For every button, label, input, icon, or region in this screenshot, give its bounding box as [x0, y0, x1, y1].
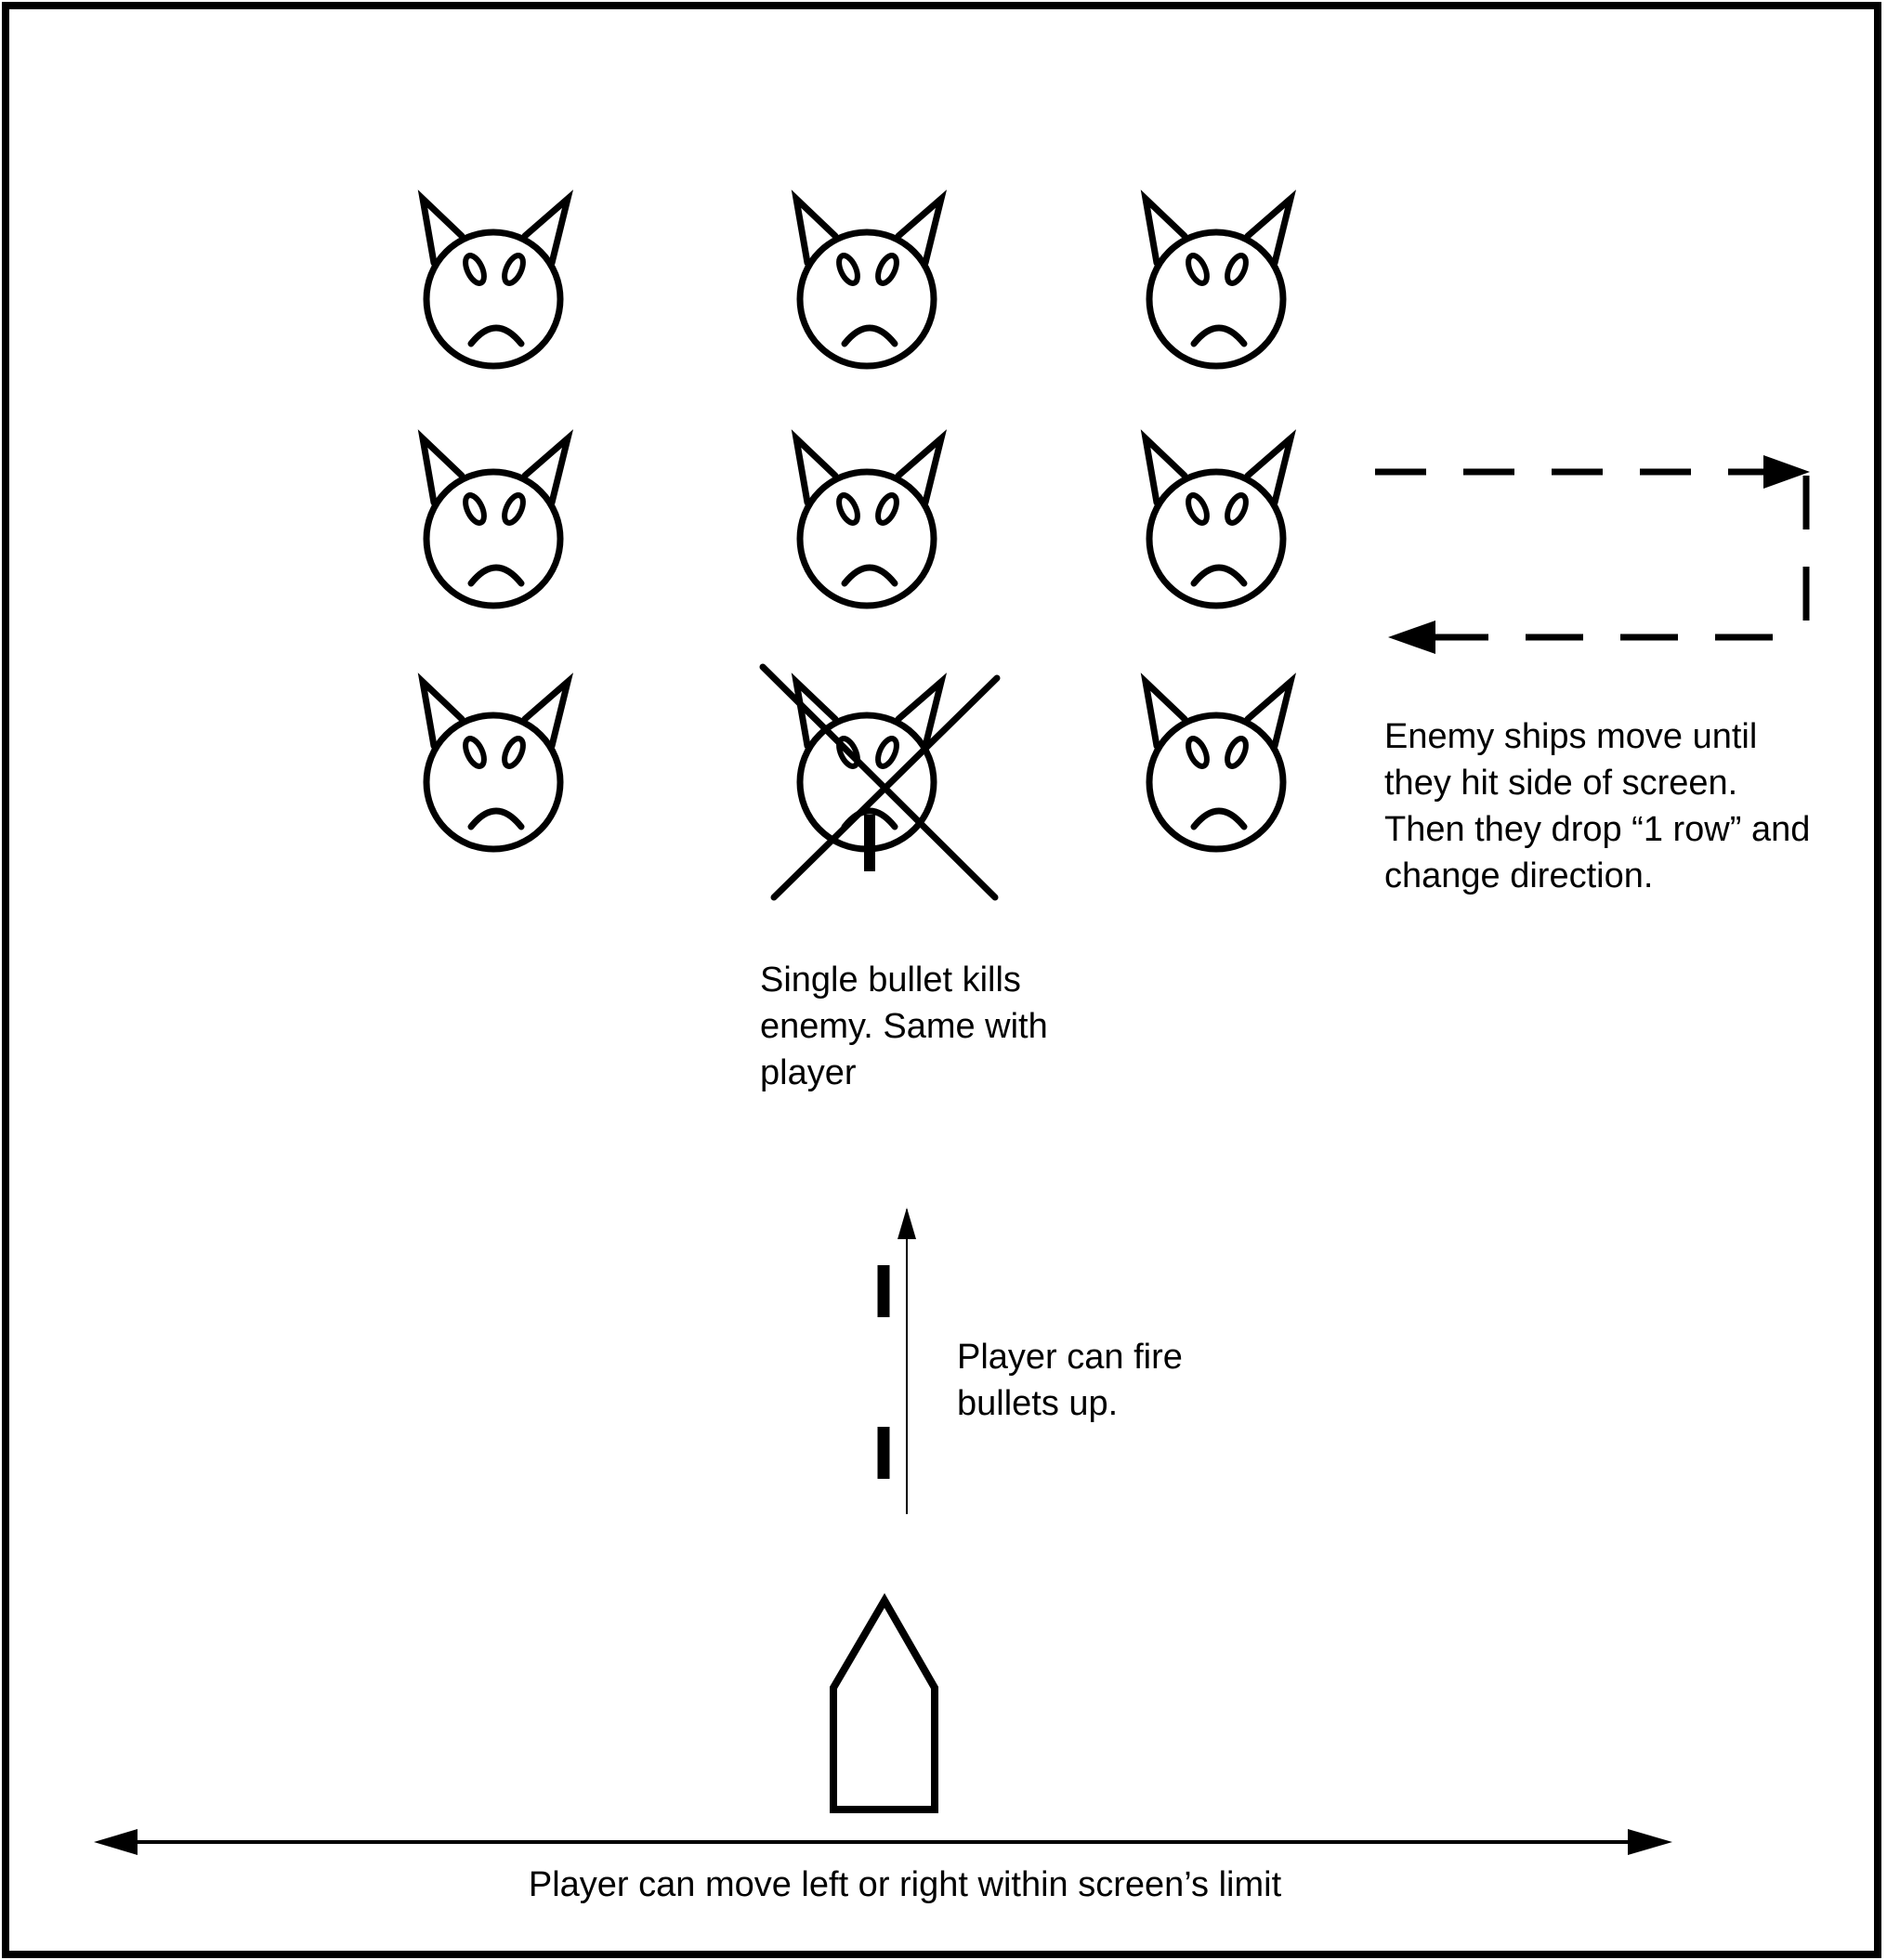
- enemy-head: [1146, 712, 1287, 853]
- enemy-left-eye: [1186, 492, 1210, 526]
- player-movement-right-arrowhead: [1628, 1829, 1672, 1855]
- note-line: player: [760, 1053, 857, 1092]
- enemy-left-eye: [836, 492, 860, 526]
- note-line: they hit side of screen.: [1384, 764, 1738, 803]
- enemy-frown: [467, 564, 525, 587]
- enemy-frown: [1190, 807, 1248, 830]
- enemy-left-ear: [417, 673, 465, 750]
- enemy: [417, 673, 574, 853]
- enemy-head: [423, 468, 564, 609]
- enemy-left-eye: [463, 736, 487, 769]
- enemy-right-eye: [502, 736, 526, 769]
- note-line: Single bullet kills: [760, 960, 1021, 1000]
- note-line: Player can fire: [957, 1338, 1183, 1377]
- enemy-right-ear: [1244, 673, 1297, 750]
- enemy-frown: [1190, 324, 1248, 347]
- enemy-path-left-arrowhead: [1388, 621, 1435, 654]
- enemy-left-eye: [1186, 253, 1210, 286]
- enemy-grid: [417, 189, 1297, 901]
- enemy-right-eye: [875, 253, 899, 286]
- enemy-frown: [467, 324, 525, 347]
- enemy-right-eye: [1225, 492, 1249, 526]
- enemy-left-eye: [463, 253, 487, 286]
- enemy-frown: [1190, 564, 1248, 587]
- destroyed-cross-line: [759, 663, 999, 901]
- enemy-left-eye: [1186, 736, 1210, 769]
- enemy-left-ear: [1140, 189, 1188, 267]
- player-ship-icon: [830, 1593, 938, 1813]
- enemy-right-ear: [521, 429, 574, 506]
- player-movement-note: Player can move left or right within scr…: [0, 1862, 1810, 1908]
- enemy-right-eye: [1225, 253, 1249, 286]
- enemy-left-ear: [417, 429, 465, 506]
- note-line: Enemy ships move until: [1384, 717, 1758, 756]
- note-line: enemy. Same with: [760, 1007, 1048, 1046]
- enemy-left-eye: [463, 492, 487, 526]
- enemy-movement-note: Enemy ships move until they hit side of …: [1384, 713, 1810, 899]
- player-movement-left-arrowhead: [94, 1829, 138, 1855]
- note-line: change direction.: [1384, 856, 1654, 895]
- enemy-right-ear: [1244, 189, 1297, 267]
- enemy: [791, 429, 948, 609]
- note-line: Then they drop “1 row” and: [1384, 810, 1811, 849]
- enemy: [1140, 189, 1297, 370]
- enemy-head: [423, 712, 564, 853]
- enemy: [417, 429, 574, 609]
- enemy-right-eye: [502, 253, 526, 286]
- enemy: [417, 189, 574, 370]
- enemy-right-eye: [875, 736, 899, 769]
- enemy-head: [796, 468, 937, 609]
- enemy: [791, 189, 948, 370]
- enemy-frown: [467, 807, 525, 830]
- enemy-left-ear: [791, 189, 839, 267]
- enemy-right-eye: [875, 492, 899, 526]
- enemy-left-eye: [836, 736, 860, 769]
- enemy-left-ear: [791, 429, 839, 506]
- enemy-destroyed: [759, 663, 1001, 901]
- enemy-frown: [841, 564, 898, 587]
- single-bullet-note: Single bullet kills enemy. Same with pla…: [760, 957, 1048, 1096]
- enemy-right-eye: [502, 492, 526, 526]
- enemy-head: [796, 229, 937, 370]
- enemy-left-ear: [417, 189, 465, 267]
- enemy-right-ear: [895, 429, 948, 506]
- enemy-right-ear: [521, 673, 574, 750]
- note-line: bullets up.: [957, 1384, 1119, 1423]
- player-fire-note: Player can fire bullets up.: [957, 1334, 1183, 1427]
- enemy-right-ear: [895, 673, 948, 750]
- enemy-left-ear: [1140, 673, 1188, 750]
- enemy-right-ear: [895, 189, 948, 267]
- enemy-path-right-arrowhead: [1763, 455, 1810, 489]
- note-line: Player can move left or right within scr…: [528, 1865, 1282, 1904]
- destroyed-cross-line: [770, 674, 1001, 901]
- enemy: [1140, 429, 1297, 609]
- enemy-head: [423, 229, 564, 370]
- enemy-movement-path: [1375, 455, 1810, 654]
- enemy-left-eye: [836, 253, 860, 286]
- enemy-left-ear: [791, 673, 839, 750]
- enemy-left-ear: [1140, 429, 1188, 506]
- enemy-head: [1146, 468, 1287, 609]
- enemy-right-ear: [1244, 429, 1297, 506]
- enemy: [1140, 673, 1297, 853]
- enemy-right-ear: [521, 189, 574, 267]
- enemy-right-eye: [1225, 736, 1249, 769]
- enemy-frown: [841, 324, 898, 347]
- bullet-direction-arrowhead: [898, 1208, 916, 1239]
- enemy-head: [1146, 229, 1287, 370]
